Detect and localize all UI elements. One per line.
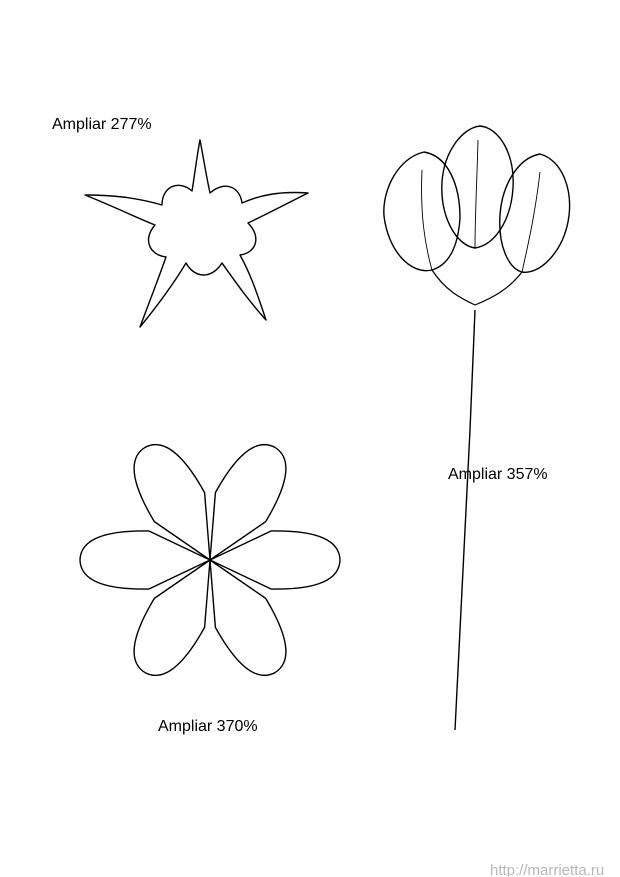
petals-label: Ampliar 370% bbox=[158, 718, 258, 736]
branch-left bbox=[432, 270, 475, 305]
leaves-label: Ampliar 357% bbox=[448, 466, 548, 484]
calyx-shape bbox=[70, 95, 330, 355]
branch-right bbox=[475, 272, 522, 305]
vein-mid bbox=[475, 140, 478, 248]
leaf-right bbox=[500, 154, 570, 272]
watermark-text: http://marrietta.ru bbox=[490, 862, 604, 877]
vein-right bbox=[522, 172, 540, 272]
petals-shape bbox=[60, 410, 360, 710]
calyx-path bbox=[85, 140, 308, 327]
petal bbox=[80, 531, 210, 589]
petal bbox=[210, 531, 340, 589]
calyx-label: Ampliar 277% bbox=[52, 116, 152, 134]
stem bbox=[455, 310, 475, 730]
vein-left bbox=[422, 170, 432, 270]
leaf-sprig-shape bbox=[340, 130, 600, 770]
